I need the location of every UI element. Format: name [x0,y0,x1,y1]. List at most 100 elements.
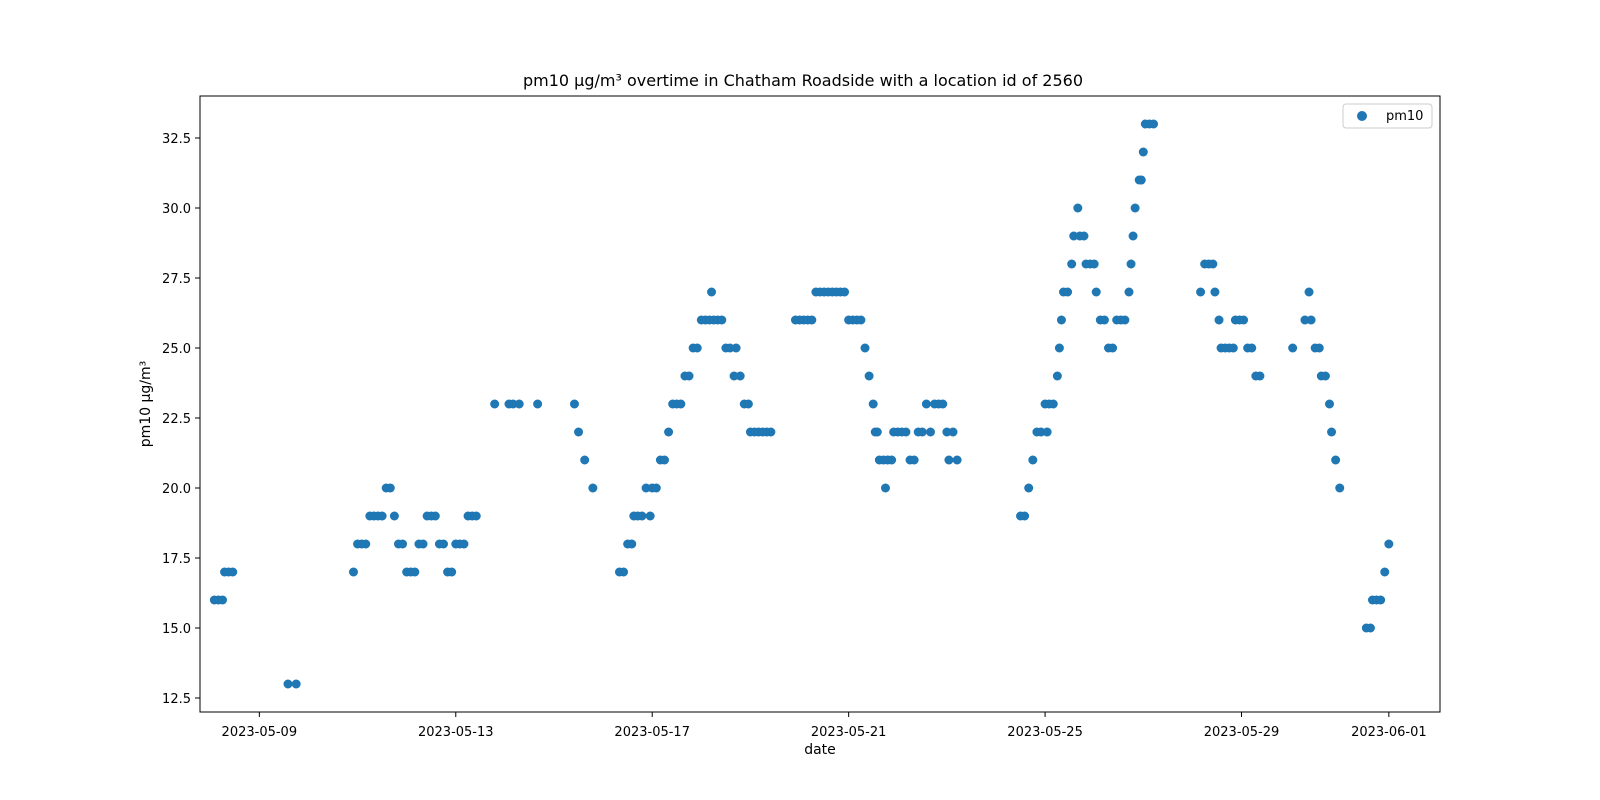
data-point [917,427,927,437]
legend-frame [1342,103,1433,129]
data-point [637,511,647,521]
data-point [921,399,931,409]
data-point [1067,259,1077,269]
scatter-points [209,119,1394,689]
data-point [1335,483,1345,493]
data-point [447,567,457,577]
data-point [731,343,741,353]
data-point [651,483,661,493]
y-tick-label: 12.5 [162,692,191,707]
data-point [574,427,584,437]
data-point [676,399,686,409]
x-tick-label: 2023-05-21 [811,725,887,740]
data-point [1228,343,1238,353]
y-tick-label: 32.5 [162,132,191,147]
data-point [1380,567,1390,577]
data-point [1239,315,1249,325]
data-point [717,315,727,325]
data-point [860,343,870,353]
data-point [909,455,919,465]
data-point [1325,399,1334,409]
y-tick-label: 20.0 [162,482,191,497]
data-point [872,427,882,437]
data-point [1306,315,1316,325]
data-point [1327,427,1337,437]
data-point [864,371,874,381]
data-point [1126,259,1136,269]
y-tick-label: 17.5 [162,552,191,567]
data-point [1196,287,1206,297]
data-point [1320,371,1330,381]
data-point [766,427,776,437]
x-axis: 2023-05-09 2023-05-13 2023-05-17 2023-05-21… [222,712,1427,740]
data-point [430,511,440,521]
x-tick-label: 2023-05-29 [1204,725,1280,740]
data-point [1138,147,1148,157]
plot-frame [199,95,1441,713]
data-point [1048,399,1058,409]
data-point [459,539,469,549]
data-point [1255,371,1265,381]
x-axis-title: date [804,742,836,758]
data-point [283,679,293,689]
data-point [1079,231,1089,241]
data-point [514,399,524,409]
data-point [1376,595,1386,605]
y-axis-title: pm10 µg/m³ [138,361,154,448]
y-tick-label: 15.0 [162,622,191,637]
data-point [385,483,395,493]
x-tick-label: 2023-05-17 [614,725,690,740]
data-point [938,399,948,409]
data-point [218,595,228,605]
data-point [1108,343,1118,353]
data-point [1208,259,1218,269]
data-point [418,539,428,549]
data-point [1331,455,1341,465]
data-point [1020,511,1030,521]
data-point [735,371,745,381]
data-point [1063,287,1073,297]
y-tick-label: 22.5 [162,412,191,427]
data-point [1089,259,1099,269]
data-point [1288,343,1298,353]
y-tick-label: 25.0 [162,342,191,357]
data-point [840,287,850,297]
data-point [398,539,408,549]
data-point [952,455,962,465]
data-point [1024,483,1034,493]
data-point [1136,175,1146,185]
data-point [348,567,358,577]
data-point [490,399,500,409]
data-point [410,567,420,577]
data-point [692,343,702,353]
data-point [1052,371,1062,381]
y-tick-label: 30.0 [162,202,191,217]
data-point [1314,343,1324,353]
data-point [377,511,387,521]
data-point [684,371,694,381]
data-point [901,427,911,437]
data-point [1214,315,1224,325]
data-point [645,511,655,521]
data-point [944,455,954,465]
data-point [880,483,890,493]
data-point [1054,343,1064,353]
data-point [659,455,669,465]
data-point [471,511,481,521]
data-point [389,511,399,521]
legend-label: pm10 [1386,109,1423,124]
x-tick-label: 2023-05-25 [1007,725,1083,740]
x-tick-label: 2023-05-13 [418,725,494,740]
data-point [707,287,717,297]
data-point [439,539,448,549]
x-tick-label: 2023-06-01 [1351,725,1427,740]
data-point [1210,287,1220,297]
x-tick-label: 2023-05-09 [222,725,298,740]
data-point [533,399,543,409]
data-point [1028,455,1038,465]
data-point [887,455,897,465]
data-point [291,679,301,689]
data-point [948,427,958,437]
